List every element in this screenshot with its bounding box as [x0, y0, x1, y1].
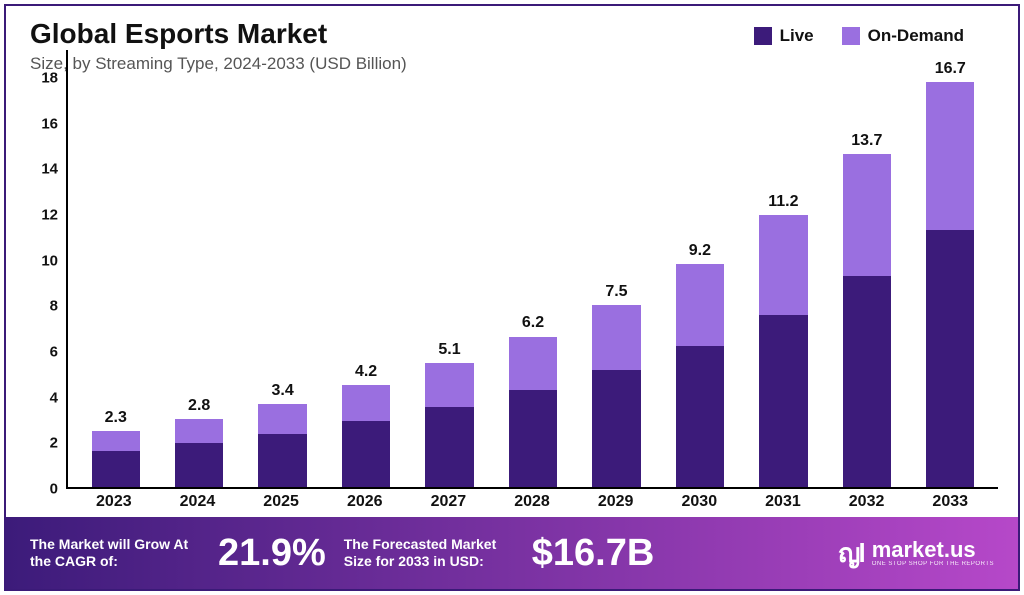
cagr-label: The Market will Grow At the CAGR of: — [30, 536, 200, 571]
y-axis: 024681012141618 — [6, 78, 64, 489]
x-tick-label: 2029 — [574, 489, 658, 517]
bar-column: 9.2 — [658, 50, 741, 487]
y-tick-label: 14 — [41, 161, 58, 178]
y-tick-label: 6 — [50, 344, 58, 361]
brand-logo: ญl market.us ONE STOP SHOP FOR THE REPOR… — [838, 533, 994, 574]
legend-label: Live — [780, 26, 814, 46]
cagr-value: 21.9% — [218, 532, 326, 575]
bar-stack — [342, 385, 390, 487]
footer-banner: The Market will Grow At the CAGR of: 21.… — [6, 517, 1018, 589]
bar-total-label: 7.5 — [605, 283, 627, 301]
bar-segment-live — [92, 451, 140, 487]
bar-total-label: 3.4 — [272, 382, 294, 400]
x-tick-label: 2033 — [908, 489, 992, 517]
bar-column: 2.8 — [157, 50, 240, 487]
bar-column: 16.7 — [909, 50, 992, 487]
bar-segment-live — [843, 276, 891, 487]
bar-segment-live — [509, 390, 557, 487]
logo-tagline: ONE STOP SHOP FOR THE REPORTS — [872, 561, 994, 567]
bar-stack — [843, 154, 891, 487]
bar-total-label: 9.2 — [689, 242, 711, 260]
legend-label: On-Demand — [868, 26, 964, 46]
bar-segment-on-demand — [592, 305, 640, 371]
bar-segment-on-demand — [759, 215, 807, 315]
bar-stack — [258, 404, 306, 487]
bar-stack — [425, 363, 473, 487]
bar-stack — [509, 336, 557, 487]
bar-segment-on-demand — [926, 82, 974, 230]
bar-total-label: 16.7 — [935, 60, 966, 78]
bar-segment-live — [258, 434, 306, 487]
y-tick-label: 8 — [50, 298, 58, 315]
bar-column: 7.5 — [575, 50, 658, 487]
x-tick-label: 2030 — [657, 489, 741, 517]
bar-segment-on-demand — [425, 363, 473, 407]
bar-stack — [759, 215, 807, 487]
bar-column: 13.7 — [825, 50, 908, 487]
legend-swatch-icon — [754, 27, 772, 45]
y-tick-label: 4 — [50, 389, 58, 406]
chart-title: Global Esports Market — [30, 18, 407, 50]
bar-column: 6.2 — [491, 50, 574, 487]
bar-segment-live — [175, 443, 223, 487]
bar-total-label: 4.2 — [355, 363, 377, 381]
bar-stack — [926, 82, 974, 487]
bar-total-label: 11.2 — [768, 193, 798, 211]
bar-segment-live — [676, 346, 724, 487]
bar-segment-on-demand — [342, 385, 390, 421]
bar-total-label: 2.3 — [105, 409, 127, 427]
bar-segment-on-demand — [92, 431, 140, 450]
bar-segment-on-demand — [175, 419, 223, 443]
logo-mark-icon: ญl — [838, 533, 863, 574]
x-tick-label: 2031 — [741, 489, 825, 517]
chart-area: 024681012141618 2.32.83.44.25.16.27.59.2… — [6, 78, 1018, 517]
bar-total-label: 6.2 — [522, 314, 544, 332]
bars-container: 2.3 2.8 3.4 4.2 5.1 6.2 7.5 9.2 11.2 13.7 16.7 — [68, 50, 998, 487]
bar-stack — [676, 264, 724, 487]
forecast-value: $16.7B — [532, 532, 655, 575]
bar-stack — [92, 431, 140, 487]
bar-column: 5.1 — [408, 50, 491, 487]
y-tick-label: 16 — [41, 115, 58, 132]
bar-segment-live — [759, 315, 807, 487]
x-tick-label: 2026 — [323, 489, 407, 517]
bar-column: 11.2 — [742, 50, 825, 487]
bar-column: 2.3 — [74, 50, 157, 487]
y-tick-label: 12 — [41, 207, 58, 224]
x-tick-label: 2025 — [239, 489, 323, 517]
bar-column: 4.2 — [324, 50, 407, 487]
x-tick-label: 2032 — [825, 489, 909, 517]
bar-total-label: 13.7 — [851, 132, 882, 150]
bar-column: 3.4 — [241, 50, 324, 487]
forecast-label: The Forecasted Market Size for 2033 in U… — [344, 536, 514, 571]
y-tick-label: 0 — [50, 481, 58, 498]
bar-segment-live — [926, 230, 974, 487]
bar-stack — [592, 305, 640, 487]
x-tick-label: 2028 — [490, 489, 574, 517]
x-tick-label: 2023 — [72, 489, 156, 517]
y-tick-label: 10 — [41, 252, 58, 269]
chart-frame: Global Esports Market Size, by Streaming… — [4, 4, 1020, 591]
bar-segment-on-demand — [509, 337, 557, 390]
legend-item-on-demand: On-Demand — [842, 26, 964, 46]
bar-segment-live — [592, 370, 640, 487]
legend: Live On-Demand — [754, 26, 964, 46]
x-tick-label: 2024 — [156, 489, 240, 517]
legend-swatch-icon — [842, 27, 860, 45]
bar-total-label: 2.8 — [188, 397, 210, 415]
bar-total-label: 5.1 — [438, 341, 460, 359]
bar-segment-on-demand — [258, 404, 306, 433]
logo-name: market.us — [872, 539, 994, 561]
plot: 2.3 2.8 3.4 4.2 5.1 6.2 7.5 9.2 11.2 13.7 16.7 — [66, 50, 998, 489]
bar-segment-live — [342, 421, 390, 487]
bar-segment-live — [425, 407, 473, 487]
bar-segment-on-demand — [843, 154, 891, 275]
bar-segment-on-demand — [676, 264, 724, 347]
legend-item-live: Live — [754, 26, 814, 46]
y-tick-label: 18 — [41, 70, 58, 87]
y-tick-label: 2 — [50, 435, 58, 452]
bar-stack — [175, 419, 223, 487]
x-axis-labels: 2023202420252026202720282029203020312032… — [66, 489, 998, 517]
x-tick-label: 2027 — [407, 489, 491, 517]
